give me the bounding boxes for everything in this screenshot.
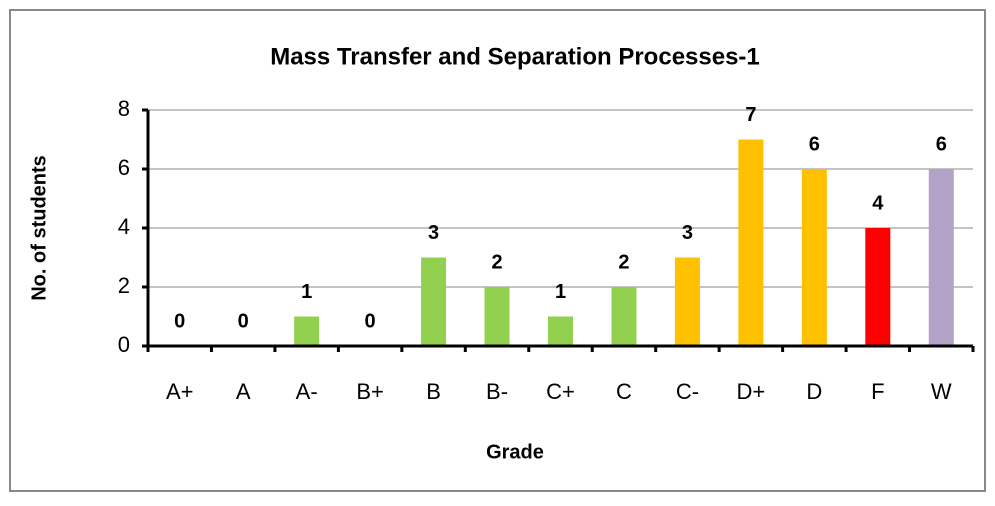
bar (294, 316, 320, 346)
data-label: 0 (174, 310, 185, 332)
y-tick-label: 0 (118, 332, 130, 357)
x-tick-label: A+ (166, 379, 194, 404)
x-axis-label: Grade (486, 441, 544, 463)
y-tick-label: 4 (118, 214, 130, 239)
bar (928, 169, 954, 346)
x-tick-label: D+ (737, 379, 766, 404)
data-label: 7 (745, 104, 756, 126)
data-label: 2 (618, 251, 629, 273)
data-label: 1 (555, 281, 566, 303)
data-label: 4 (872, 192, 884, 214)
data-label: 0 (365, 310, 376, 332)
bar (801, 169, 827, 346)
bar (421, 257, 447, 346)
x-tick-label: C- (676, 379, 699, 404)
y-tick-label: 8 (118, 96, 130, 121)
x-tick-label: B+ (356, 379, 384, 404)
x-tick-label: D (806, 379, 822, 404)
x-tick-label: A (236, 379, 251, 404)
data-label: 3 (682, 222, 693, 244)
x-tick-label: C+ (546, 379, 575, 404)
y-tick-label: 6 (118, 155, 130, 180)
x-tick-label: A- (296, 379, 318, 404)
x-tick-label: C (616, 379, 632, 404)
data-label: 2 (491, 251, 502, 273)
data-label: 6 (936, 133, 947, 155)
chart-title: Mass Transfer and Separation Processes-1 (270, 43, 760, 70)
data-label: 1 (301, 281, 312, 303)
bar (674, 257, 700, 346)
data-label: 6 (809, 133, 820, 155)
y-axis-label: No. of students (28, 155, 50, 301)
x-tick-label: B (426, 379, 441, 404)
x-tick-label: F (871, 379, 884, 404)
bar (865, 228, 891, 346)
data-label: 3 (428, 222, 439, 244)
bar (484, 287, 510, 346)
data-label: 0 (238, 310, 249, 332)
x-tick-label: W (931, 379, 952, 404)
y-tick-label: 2 (118, 273, 130, 298)
bar (738, 139, 764, 346)
bar (548, 316, 573, 346)
bar (611, 287, 637, 346)
x-tick-label: B- (486, 379, 508, 404)
